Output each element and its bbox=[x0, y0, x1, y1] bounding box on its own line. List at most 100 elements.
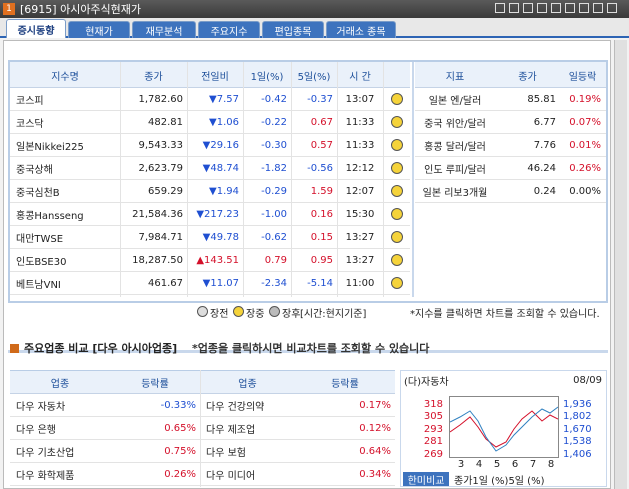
left-tick: 293 bbox=[423, 423, 443, 435]
cell: 0.12% bbox=[359, 422, 391, 434]
cell[interactable]: 홍콩Hansseng bbox=[16, 210, 84, 222]
cell: 11:33 bbox=[345, 116, 375, 128]
tab[interactable]: 편입종목 bbox=[262, 21, 324, 38]
clock-icon bbox=[233, 306, 244, 317]
cell: -1.82 bbox=[261, 162, 287, 174]
cell[interactable]: 다우 건강의약 bbox=[206, 401, 265, 413]
cell: ▼217.23 bbox=[196, 208, 239, 220]
cell: 11:33 bbox=[345, 139, 375, 151]
row-line bbox=[10, 225, 410, 226]
clock-icon bbox=[197, 306, 208, 317]
cell: ▲143.51 bbox=[196, 254, 239, 266]
button[interactable] bbox=[593, 3, 603, 13]
cell: 0.79 bbox=[264, 254, 287, 266]
cell: 홍콩 달러/달러 bbox=[424, 141, 486, 153]
note: *지수를 클릭하면 차트를 조회할 수 있습니다. bbox=[410, 308, 600, 320]
tab[interactable]: 재무분석 bbox=[132, 21, 196, 38]
scrollbar[interactable] bbox=[614, 40, 627, 489]
button[interactable] bbox=[565, 3, 575, 13]
row-line bbox=[10, 156, 410, 157]
cell: -0.33% bbox=[160, 399, 196, 411]
cell: ▼48.74 bbox=[202, 162, 239, 174]
button[interactable] bbox=[495, 3, 505, 13]
right-tick: 1,802 bbox=[563, 411, 592, 422]
row-line bbox=[10, 202, 410, 203]
cell: 6.77 bbox=[533, 116, 556, 128]
left-tick: 318 bbox=[423, 398, 443, 410]
cell: 0.34% bbox=[359, 468, 391, 480]
row-line bbox=[10, 133, 410, 134]
cell: 0.65% bbox=[164, 422, 196, 434]
row-line bbox=[10, 110, 410, 111]
cell: 13:07 bbox=[345, 93, 375, 105]
legend-note: [시간:현지기준] bbox=[300, 308, 367, 320]
clock-icon bbox=[391, 139, 403, 151]
col-line bbox=[337, 62, 338, 297]
button[interactable] bbox=[523, 3, 533, 13]
cell: 1.59 bbox=[310, 185, 333, 197]
cell: 11:00 bbox=[345, 277, 375, 289]
badge: 1 bbox=[3, 3, 15, 15]
row-line bbox=[10, 416, 395, 417]
cell[interactable]: 베트남VNI bbox=[16, 279, 61, 291]
cell: 13:27 bbox=[345, 254, 375, 266]
header-cell: 종가 bbox=[518, 71, 537, 83]
cell: 0.00% bbox=[569, 185, 601, 197]
button[interactable] bbox=[509, 3, 519, 13]
cell: ▼29.16 bbox=[202, 139, 239, 151]
close[interactable] bbox=[607, 3, 617, 13]
plot-line bbox=[449, 406, 559, 452]
row-line bbox=[415, 133, 606, 134]
header-cell: 등락률 bbox=[331, 378, 359, 390]
legend-label: 장전 bbox=[210, 308, 229, 320]
cell: 0.75% bbox=[164, 445, 196, 457]
cell[interactable]: 다우 기초산업 bbox=[16, 447, 75, 459]
clock-icon bbox=[391, 93, 403, 105]
cell: -2.34 bbox=[261, 277, 287, 289]
cell[interactable]: 중국상해 bbox=[16, 164, 53, 176]
cell[interactable]: 다우 자동차 bbox=[16, 401, 66, 413]
section-icon bbox=[10, 344, 19, 353]
cell[interactable]: 다우 미디어 bbox=[206, 470, 256, 482]
cell: 85.81 bbox=[527, 93, 556, 105]
cell[interactable]: 코스피 bbox=[16, 95, 44, 107]
clock-icon bbox=[391, 277, 403, 289]
tab[interactable]: 주요지수 bbox=[198, 21, 260, 38]
x-label: 6 bbox=[511, 458, 519, 470]
cell[interactable]: 다우 화학제품 bbox=[16, 470, 75, 482]
button[interactable] bbox=[579, 3, 589, 13]
cell[interactable]: 대만TWSE bbox=[16, 233, 64, 245]
cell: 7,984.71 bbox=[138, 231, 183, 243]
cell: ▼7.57 bbox=[209, 93, 239, 105]
button[interactable] bbox=[551, 3, 561, 13]
cell[interactable]: 일본Nikkei225 bbox=[16, 141, 84, 153]
col-line bbox=[187, 62, 188, 297]
x-label: 3 bbox=[457, 458, 465, 470]
tab[interactable]: 거래소 종목 bbox=[326, 21, 396, 38]
x-label: 4 bbox=[475, 458, 483, 470]
window-title: [6915] 아시아주식현재가 bbox=[20, 3, 142, 16]
cell[interactable]: 다우 보험 bbox=[206, 447, 246, 459]
plot bbox=[449, 396, 559, 458]
divider bbox=[8, 350, 608, 353]
button[interactable] bbox=[537, 3, 547, 13]
cell: 0.07% bbox=[569, 116, 601, 128]
header-cell: 일등락 bbox=[568, 71, 597, 83]
cell: 461.67 bbox=[148, 277, 183, 289]
cell[interactable]: 인도BSE30 bbox=[16, 256, 67, 268]
cell: -1.00 bbox=[261, 208, 287, 220]
cell: 일본 리보3개월 bbox=[422, 187, 488, 199]
col-line bbox=[120, 62, 121, 297]
button[interactable]: 한미비교 bbox=[403, 472, 449, 487]
cell[interactable]: 다우 제조업 bbox=[206, 424, 256, 436]
cell: ▼1.06 bbox=[209, 116, 239, 128]
clock-icon bbox=[391, 185, 403, 197]
tab[interactable]: 현재가 bbox=[68, 21, 130, 38]
cell[interactable]: 중국심천B bbox=[16, 187, 60, 199]
cell[interactable]: 코스닥 bbox=[16, 118, 44, 130]
cell[interactable]: 다우 은행 bbox=[16, 424, 56, 436]
cell: 0.15 bbox=[310, 231, 333, 243]
tab[interactable]: 증시동향 bbox=[6, 19, 66, 38]
cell: 0.64% bbox=[359, 445, 391, 457]
cell: 0.16 bbox=[310, 208, 333, 220]
